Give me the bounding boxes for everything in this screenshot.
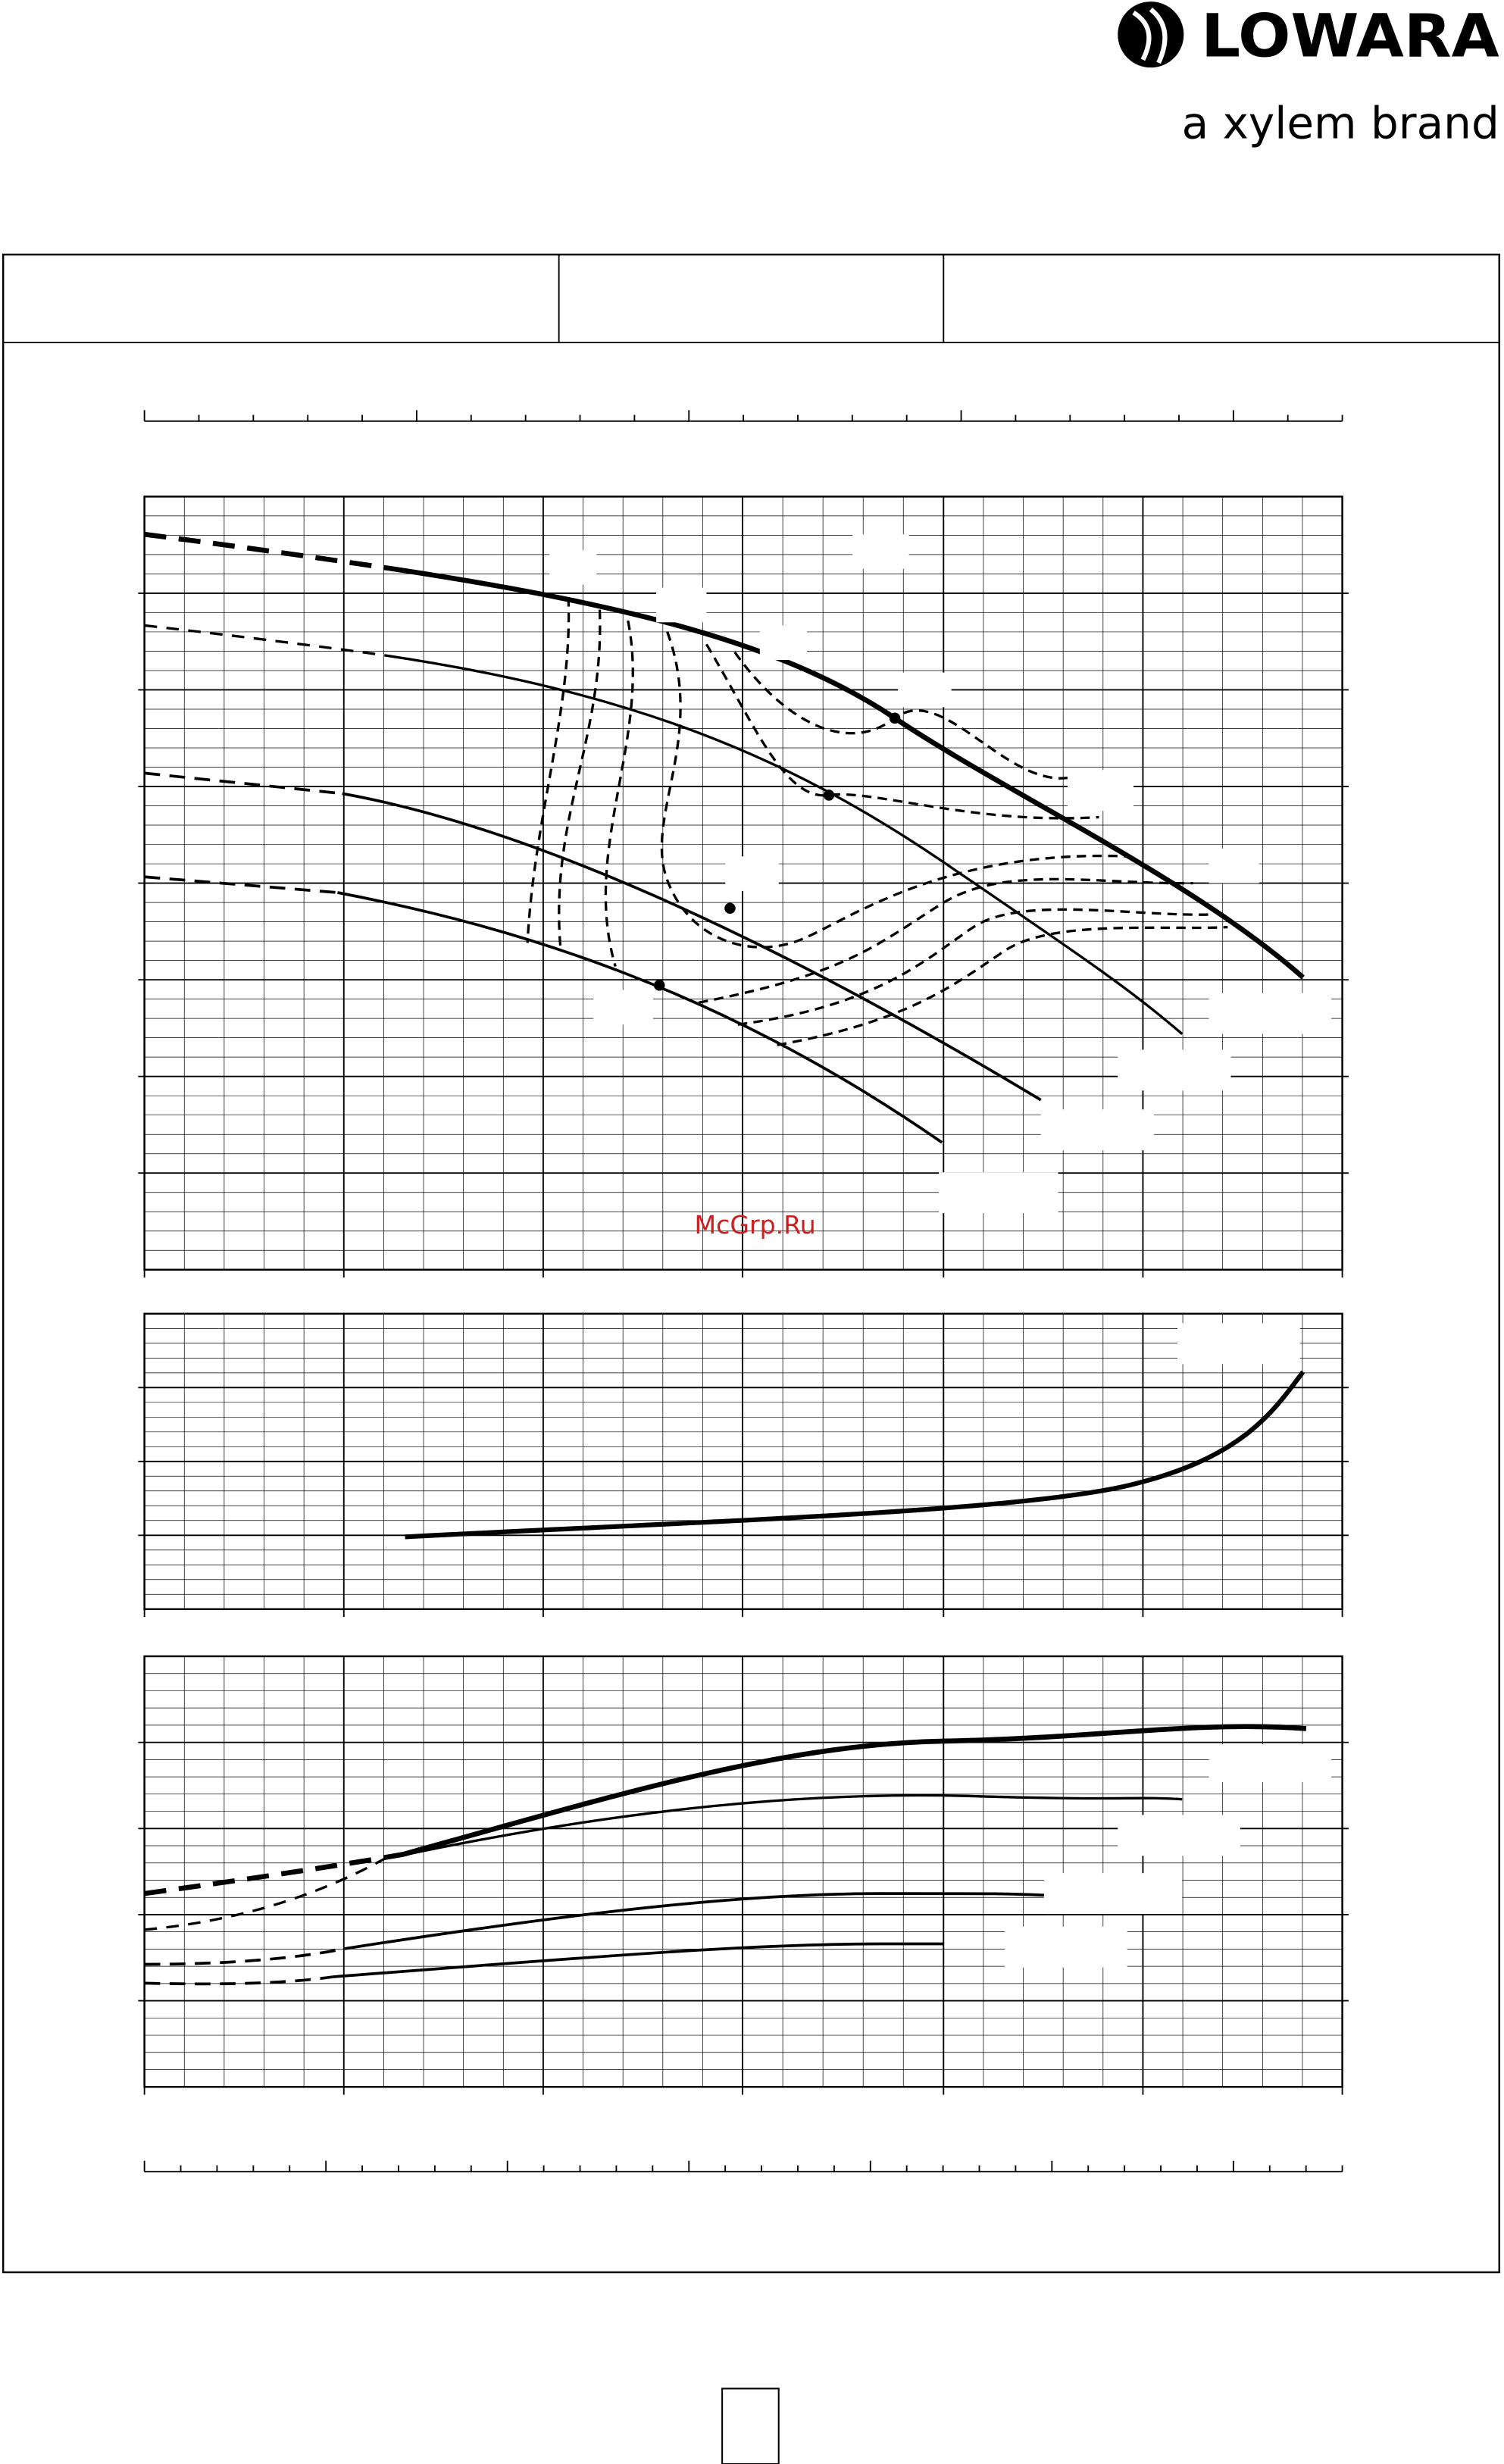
curve-dashed — [144, 624, 385, 657]
curve — [384, 654, 1184, 1035]
label-box — [1209, 993, 1332, 1034]
label-box — [1118, 1049, 1231, 1091]
iso-line — [733, 651, 1068, 780]
label-box — [939, 1172, 1058, 1214]
label-box — [1043, 1873, 1183, 1915]
curve — [342, 792, 1042, 1102]
iso-line — [737, 908, 1209, 1026]
curve — [345, 1892, 1044, 1950]
plot-frame — [143, 496, 1343, 1271]
label-box — [1040, 1109, 1154, 1151]
power-curves — [144, 1724, 1307, 1986]
curve-dashed — [144, 531, 405, 574]
curve-dashed — [144, 875, 338, 894]
label-box — [852, 534, 909, 569]
label-box — [593, 990, 653, 1025]
curve-dashed — [144, 1853, 393, 1931]
point — [653, 980, 665, 991]
curve — [392, 1793, 1183, 1859]
iso-line — [558, 609, 602, 948]
curve — [403, 568, 1305, 980]
iso-line — [604, 620, 634, 967]
brand: LOWARA — [1201, 2, 1499, 71]
label-box — [1005, 1926, 1127, 1968]
points — [653, 712, 901, 991]
point — [724, 902, 736, 915]
iso-line — [777, 925, 1228, 1046]
label-box — [1209, 848, 1259, 883]
label-box — [725, 856, 779, 891]
label-boxes — [549, 534, 1332, 1968]
label-box — [1209, 1744, 1332, 1782]
curve-dashed — [144, 771, 342, 796]
label-box — [898, 672, 952, 708]
npsh-curve — [405, 1370, 1305, 1540]
label-box — [1067, 770, 1134, 811]
page-number-box — [721, 2387, 780, 2464]
curve — [337, 891, 943, 1144]
iso-line — [526, 597, 571, 943]
logo-icon-swirl — [1132, 8, 1168, 64]
watermark: McGrp.Ru — [695, 1210, 816, 1240]
plot-frame — [143, 1312, 1343, 1610]
point — [889, 712, 901, 724]
iso-line — [705, 643, 1099, 820]
grids — [138, 410, 1349, 2173]
iso-line — [660, 631, 1130, 949]
label-box — [656, 587, 707, 623]
label-box — [1118, 1815, 1240, 1856]
tagline: a xylem brand — [1182, 97, 1499, 149]
page-border — [2, 253, 1501, 2274]
label-box — [549, 549, 597, 585]
curve-dashed — [144, 1946, 346, 1966]
efficiency-lines — [526, 597, 1228, 1046]
label-box — [1177, 1323, 1300, 1365]
iso-line — [698, 877, 1193, 1004]
curve — [333, 1942, 944, 1978]
curve-dashed — [144, 1852, 405, 1896]
curve — [402, 1724, 1307, 1857]
logo: LOWARA a xylem brand — [1118, 2, 1499, 149]
point — [823, 790, 835, 801]
curve-dashed — [144, 1975, 333, 1986]
plot-frame — [143, 1655, 1343, 2088]
label-box — [759, 625, 808, 661]
outer-frame — [2, 253, 1501, 2274]
head-curves — [144, 531, 1332, 1968]
